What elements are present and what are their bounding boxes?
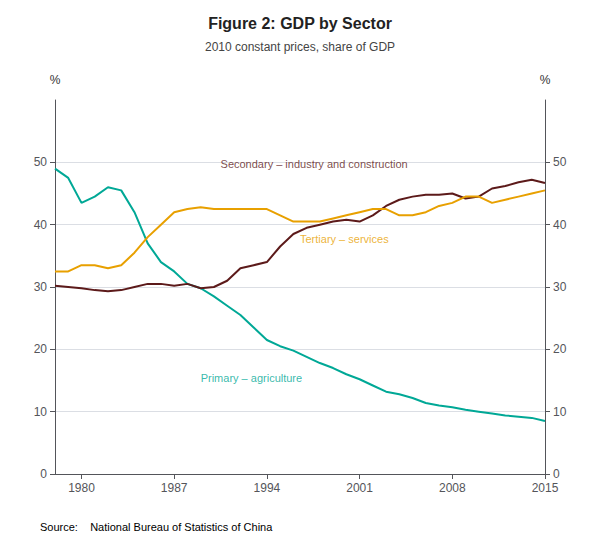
svg-text:30: 30 xyxy=(553,280,567,294)
svg-text:%: % xyxy=(50,73,61,87)
svg-text:1980: 1980 xyxy=(68,481,95,495)
svg-text:2008: 2008 xyxy=(439,481,466,495)
svg-text:Tertiary – services: Tertiary – services xyxy=(300,233,389,245)
svg-text:50: 50 xyxy=(34,155,48,169)
svg-text:2001: 2001 xyxy=(346,481,373,495)
svg-text:2015: 2015 xyxy=(532,481,559,495)
svg-text:2010 constant prices, share of: 2010 constant prices, share of GDP xyxy=(205,40,395,54)
svg-text:20: 20 xyxy=(34,342,48,356)
svg-text:1987: 1987 xyxy=(161,481,188,495)
svg-text:Primary – agriculture: Primary – agriculture xyxy=(201,372,302,384)
svg-text:10: 10 xyxy=(34,405,48,419)
svg-text:20: 20 xyxy=(553,342,567,356)
svg-text:30: 30 xyxy=(34,280,48,294)
svg-text:0: 0 xyxy=(553,467,560,481)
svg-text:40: 40 xyxy=(553,218,567,232)
svg-text:50: 50 xyxy=(553,155,567,169)
svg-text:Secondary – industry and const: Secondary – industry and construction xyxy=(221,158,408,170)
svg-text:10: 10 xyxy=(553,405,567,419)
svg-text:Figure 2: GDP by Sector: Figure 2: GDP by Sector xyxy=(208,15,392,32)
svg-text:1994: 1994 xyxy=(254,481,281,495)
svg-text:0: 0 xyxy=(40,467,47,481)
svg-text:40: 40 xyxy=(34,218,48,232)
svg-text:%: % xyxy=(540,73,551,87)
svg-text:Source: National Bureau of: Source: National Bureau of Statistics of… xyxy=(40,521,273,533)
